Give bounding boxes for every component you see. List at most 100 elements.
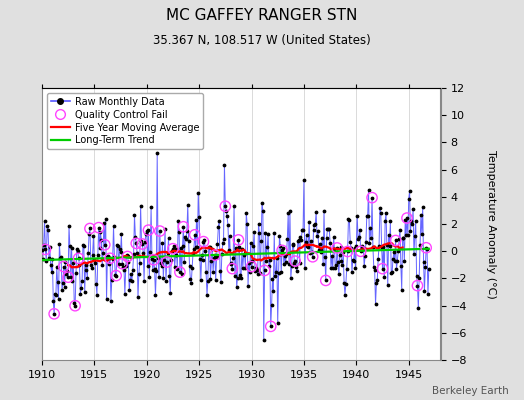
Point (65, 223, 73, 229)
Point (141, 231, 150, 238)
Point (204, 244, 213, 250)
Point (123, 253, 132, 260)
Point (130, 212, 139, 218)
Point (332, 262, 341, 268)
Point (199, 238, 208, 245)
Point (147, 204, 155, 210)
Point (306, 250, 314, 256)
Point (149, 257, 158, 263)
Point (353, 212, 362, 219)
Point (233, 274, 242, 281)
Point (304, 244, 312, 250)
Point (267, 323, 275, 330)
Point (345, 216, 354, 223)
Y-axis label: Temperature Anomaly (°C): Temperature Anomaly (°C) (486, 150, 496, 298)
Point (294, 237, 303, 244)
Point (423, 246, 431, 252)
Point (362, 239, 370, 245)
Point (190, 246, 198, 252)
Point (317, 246, 325, 253)
Point (424, 291, 432, 297)
Point (137, 238, 146, 244)
Point (204, 278, 212, 284)
Point (86, 262, 95, 268)
Point (322, 277, 330, 284)
Point (378, 266, 387, 272)
Point (384, 282, 392, 288)
Point (203, 292, 211, 298)
Point (407, 218, 416, 224)
Point (128, 267, 137, 274)
Point (94, 224, 103, 231)
Point (217, 251, 226, 258)
Point (367, 234, 375, 241)
Point (250, 229, 258, 235)
Point (268, 276, 277, 283)
Point (352, 243, 361, 250)
Point (411, 233, 419, 240)
Point (81, 262, 90, 268)
Point (55, 240, 63, 247)
Point (229, 255, 237, 262)
Point (398, 234, 407, 241)
Point (118, 260, 126, 267)
Point (287, 275, 295, 282)
Point (315, 241, 324, 247)
Point (178, 243, 187, 249)
Point (293, 238, 302, 245)
Point (403, 215, 411, 221)
Point (61, 259, 70, 266)
Point (193, 244, 202, 250)
Point (403, 215, 411, 221)
Point (262, 257, 270, 264)
Point (387, 270, 396, 276)
Point (69, 260, 78, 267)
Point (184, 238, 193, 244)
Point (153, 150, 161, 156)
Point (146, 249, 155, 255)
Point (243, 221, 252, 227)
Point (288, 263, 296, 270)
Point (182, 236, 190, 243)
Point (280, 261, 288, 267)
Point (275, 269, 283, 276)
Point (313, 232, 321, 239)
Point (60, 284, 69, 290)
Point (42, 258, 50, 264)
Point (417, 212, 425, 218)
Point (392, 266, 401, 272)
Point (225, 246, 233, 253)
Point (220, 161, 228, 168)
Point (101, 242, 109, 248)
Point (173, 266, 181, 272)
Point (286, 208, 294, 214)
Point (360, 263, 368, 270)
Point (51, 290, 59, 297)
Point (263, 244, 271, 250)
Point (249, 243, 257, 249)
Point (386, 218, 395, 225)
Point (267, 323, 275, 330)
Point (389, 256, 397, 262)
Point (298, 226, 307, 233)
Point (390, 257, 399, 264)
Point (115, 261, 123, 268)
Point (112, 272, 121, 279)
Point (64, 274, 72, 280)
Point (291, 258, 299, 264)
Point (296, 234, 304, 240)
Point (59, 280, 67, 286)
Point (169, 246, 177, 252)
Point (167, 256, 176, 263)
Point (406, 188, 414, 194)
Point (319, 261, 328, 267)
Point (107, 298, 115, 304)
Point (95, 244, 104, 251)
Point (369, 244, 377, 250)
Point (162, 259, 171, 265)
Point (254, 220, 263, 227)
Point (92, 281, 100, 288)
Point (328, 253, 336, 260)
Point (49, 298, 58, 304)
Point (314, 247, 323, 253)
